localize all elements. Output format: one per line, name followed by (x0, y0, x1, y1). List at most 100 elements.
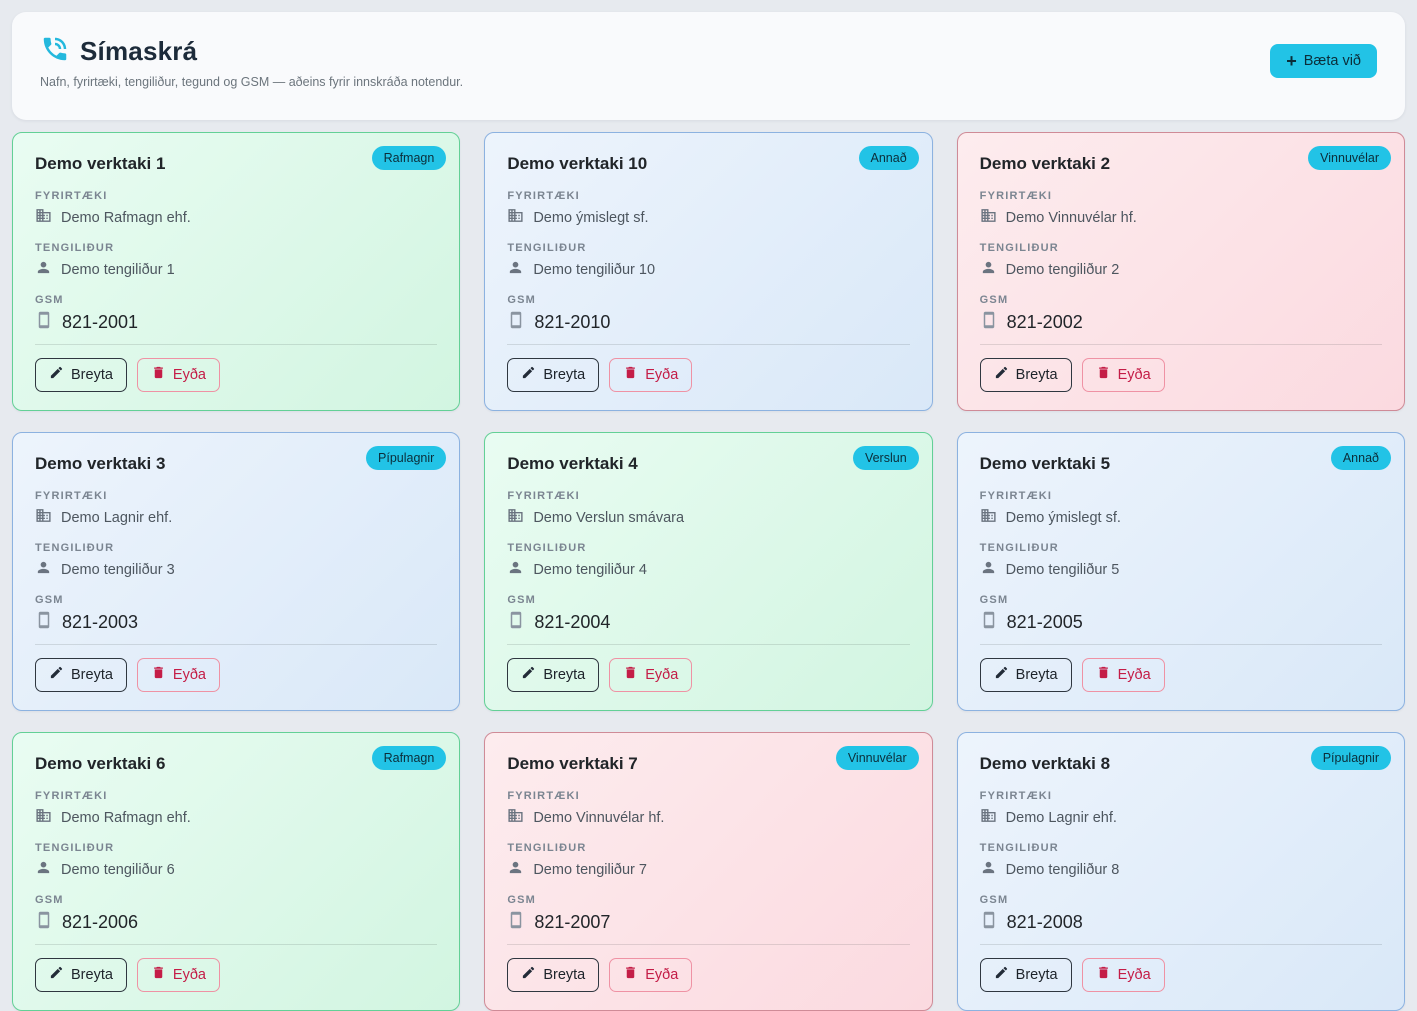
company-value: Demo Vinnuvélar hf. (1005, 209, 1137, 226)
trash-icon (1096, 365, 1111, 385)
company-value: Demo Rafmagn ehf. (61, 809, 191, 826)
contact-person-value: Demo tengiliður 4 (533, 561, 647, 578)
contact-person-value: Demo tengiliður 7 (533, 861, 647, 878)
smartphone-icon (35, 911, 53, 934)
category-badge: Annað (1330, 446, 1391, 470)
pencil-icon (521, 965, 536, 985)
add-contact-button[interactable]: + Bæta við (1270, 44, 1377, 78)
delete-button-label: Eyða (172, 367, 206, 383)
header-left: Símaskrá Nafn, fyrirtæki, tengiliður, te… (40, 34, 463, 89)
smartphone-icon (35, 611, 53, 634)
company-value: Demo Vinnuvélar hf. (533, 809, 665, 826)
card-actions: Breyta Eyða (35, 658, 437, 692)
delete-button[interactable]: Eyða (1081, 358, 1165, 392)
contact-card: Rafmagn Demo verktaki 1 FYRIRTÆKI Demo R… (12, 132, 461, 411)
delete-button[interactable]: Eyða (136, 658, 220, 692)
delete-button[interactable]: Eyða (609, 658, 693, 692)
company-label: FYRIRTÆKI (979, 490, 1053, 502)
building-icon (980, 207, 997, 228)
category-badge: Verslun (852, 446, 919, 470)
edit-button[interactable]: Breyta (507, 658, 600, 692)
building-icon (507, 207, 524, 228)
contact-card: Annað Demo verktaki 5 FYRIRTÆKI Demo ými… (956, 432, 1405, 711)
gsm-label: GSM (35, 594, 64, 606)
contact-row: Demo tengiliður 5 (980, 559, 1382, 580)
delete-button[interactable]: Eyða (1081, 958, 1165, 992)
category-badge: Rafmagn (371, 746, 447, 770)
gsm-number: 821-2001 (62, 312, 139, 332)
company-row: Demo Lagnir ehf. (980, 807, 1382, 828)
person-icon (980, 859, 997, 880)
category-badge: Pípulagnir (1310, 746, 1391, 770)
person-icon (980, 559, 997, 580)
card-actions: Breyta Eyða (507, 958, 909, 992)
contact-person-value: Demo tengiliður 3 (61, 561, 175, 578)
card-divider (507, 344, 910, 345)
contact-name: Demo verktaki 1 (35, 154, 166, 173)
building-icon (980, 807, 997, 828)
add-contact-label: Bæta við (1303, 53, 1361, 69)
edit-button[interactable]: Breyta (507, 958, 600, 992)
gsm-number: 821-2007 (534, 912, 611, 932)
contact-name: Demo verktaki 7 (507, 754, 638, 773)
company-row: Demo Vinnuvélar hf. (980, 207, 1382, 228)
company-label: FYRIRTÆKI (979, 790, 1053, 802)
trash-icon (623, 965, 638, 985)
smartphone-icon (980, 611, 998, 634)
edit-button[interactable]: Breyta (979, 658, 1072, 692)
page-header: Símaskrá Nafn, fyrirtæki, tengiliður, te… (12, 12, 1405, 120)
edit-button[interactable]: Breyta (979, 958, 1072, 992)
contact-row: Demo tengiliður 3 (35, 559, 437, 580)
company-label: FYRIRTÆKI (35, 190, 108, 202)
gsm-number: 821-2010 (534, 312, 611, 332)
company-row: Demo Vinnuvélar hf. (507, 807, 909, 828)
category-badge: Pípulagnir (366, 446, 447, 470)
gsm-row: 821-2007 (507, 911, 909, 934)
category-badge: Vinnuvélar (1308, 146, 1391, 170)
company-row: Demo ýmislegt sf. (980, 507, 1382, 528)
phone-in-talk-icon (40, 34, 70, 69)
gsm-row: 821-2004 (507, 611, 909, 634)
building-icon (35, 207, 52, 228)
card-divider (35, 344, 438, 345)
contact-label: TENGILIÐUR (35, 842, 115, 854)
category-badge: Vinnuvélar (835, 746, 919, 770)
card-divider (979, 644, 1382, 645)
company-row: Demo Verslun smávara (507, 507, 909, 528)
company-row: Demo Lagnir ehf. (35, 507, 437, 528)
edit-button[interactable]: Breyta (35, 658, 127, 692)
contact-label: TENGILIÐUR (507, 242, 587, 254)
delete-button[interactable]: Eyða (136, 958, 220, 992)
gsm-number: 821-2005 (1006, 612, 1083, 632)
contact-label: TENGILIÐUR (979, 542, 1059, 554)
edit-button[interactable]: Breyta (35, 358, 127, 392)
smartphone-icon (507, 611, 525, 634)
person-icon (980, 259, 997, 280)
gsm-number: 821-2008 (1006, 912, 1083, 932)
delete-button[interactable]: Eyða (136, 358, 220, 392)
delete-button[interactable]: Eyða (1081, 658, 1165, 692)
edit-button[interactable]: Breyta (507, 358, 600, 392)
contact-name: Demo verktaki 5 (979, 454, 1111, 473)
company-row: Demo Rafmagn ehf. (35, 207, 437, 228)
contact-card: Vinnuvélar Demo verktaki 7 FYRIRTÆKI Dem… (484, 732, 933, 1011)
edit-button[interactable]: Breyta (35, 958, 127, 992)
company-label: FYRIRTÆKI (35, 790, 108, 802)
contact-label: TENGILIÐUR (507, 542, 587, 554)
contact-row: Demo tengiliður 7 (507, 859, 909, 880)
edit-button[interactable]: Breyta (979, 358, 1072, 392)
gsm-label: GSM (35, 294, 64, 306)
contact-row: Demo tengiliður 10 (507, 259, 909, 280)
gsm-row: 821-2010 (507, 311, 909, 334)
pencil-icon (994, 965, 1009, 985)
edit-button-label: Breyta (1015, 967, 1058, 983)
smartphone-icon (507, 311, 525, 334)
delete-button-label: Eyða (645, 967, 679, 983)
delete-button[interactable]: Eyða (609, 958, 693, 992)
card-divider (979, 944, 1382, 945)
contact-row: Demo tengiliður 8 (980, 859, 1382, 880)
smartphone-icon (980, 911, 998, 934)
contact-card: Verslun Demo verktaki 4 FYRIRTÆKI Demo V… (484, 432, 933, 711)
delete-button[interactable]: Eyða (609, 358, 693, 392)
trash-icon (1096, 665, 1111, 685)
